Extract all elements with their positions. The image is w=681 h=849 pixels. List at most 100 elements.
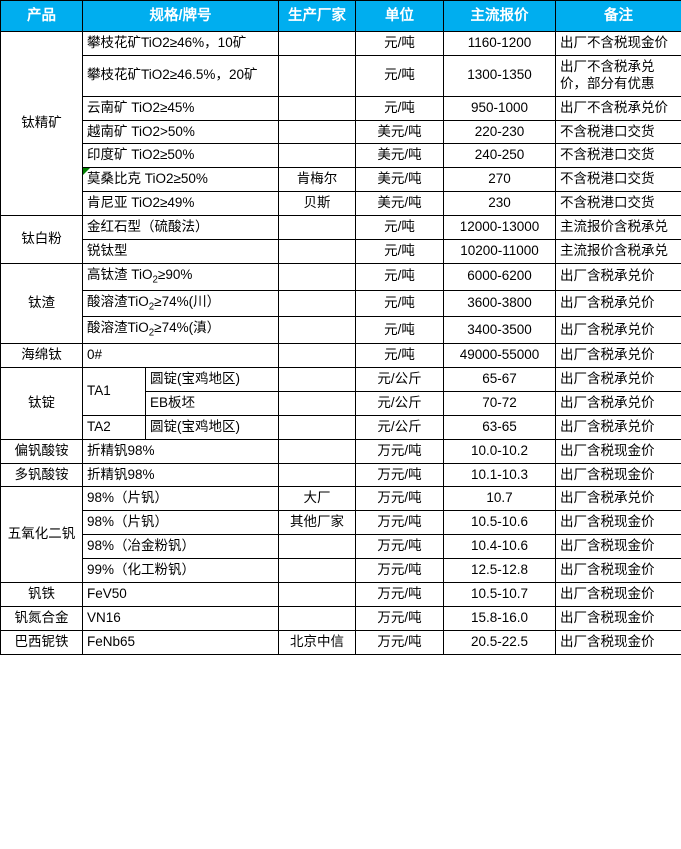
product-label-cell: 钛白粉 <box>0 215 83 264</box>
column-header-remark: 备注 <box>555 0 681 32</box>
remark-cell: 出厂含税承兑价 <box>555 390 681 416</box>
table-row: 钛精矿 攀枝花矿TiO2≥46%，10矿 元/吨 1160-1200 出厂不含税现金价 <box>0 31 681 216</box>
table-row: 巴西铌铁 FeNb65 北京中信 万元/吨 20.5-22.5 出厂含税现金价 <box>0 629 681 655</box>
unit-cell: 元/公斤 <box>355 367 444 392</box>
grade-cell: VN16 <box>82 605 279 631</box>
manufacturer-cell <box>278 558 356 583</box>
manufacturer-cell <box>278 605 356 631</box>
price-cell: 1160-1200 <box>443 31 556 56</box>
remark-cell: 出厂含税承兑价 <box>555 486 681 512</box>
table-row: 肯尼亚 TiO2≥49% 贝斯 美元/吨 230 不含税港口交货 <box>1 191 681 216</box>
remark-cell: 出厂不含税现金价 <box>555 31 681 56</box>
remark-cell: 出厂含税现金价 <box>555 605 681 631</box>
price-cell: 63-65 <box>443 414 556 440</box>
grade-cell: 折精钒98% <box>82 438 279 464</box>
manufacturer-cell <box>278 238 356 264</box>
unit-cell: 元/吨 <box>355 215 444 240</box>
manufacturer-cell <box>278 316 356 345</box>
price-cell: 10.5-10.7 <box>443 581 556 607</box>
grade-cell: 高钛渣 TiO2≥90% <box>82 262 279 291</box>
price-cell: 70-72 <box>443 390 556 416</box>
table-body: 钛精矿 攀枝花矿TiO2≥46%，10矿 元/吨 1160-1200 出厂不含税现金价攀… <box>0 31 681 655</box>
column-header-manufacturer: 生产厂家 <box>278 0 356 32</box>
manufacturer-cell <box>278 95 356 121</box>
table-row: 钒氮合金 VN16 万元/吨 15.8-16.0 出厂含税现金价 <box>0 605 681 631</box>
table-row: 越南矿 TiO2>50% 美元/吨 220-230 不含税港口交货 <box>1 119 681 145</box>
price-cell: 230 <box>443 191 556 216</box>
product-label-cell: 巴西铌铁 <box>0 629 83 655</box>
unit-cell: 元/吨 <box>355 95 444 121</box>
remark-cell: 出厂含税承兑价 <box>555 262 681 291</box>
price-cell: 12.5-12.8 <box>443 558 556 583</box>
unit-cell: 万元/吨 <box>355 510 444 536</box>
price-cell: 3400-3500 <box>443 316 556 345</box>
grade-cell: 金红石型（硫酸法） <box>82 215 279 240</box>
price-cell: 950-1000 <box>443 95 556 121</box>
manufacturer-cell: 其他厂家 <box>278 510 356 536</box>
grade-cell: 云南矿 TiO2≥45% <box>82 95 279 121</box>
subgrade-label-cell: TA1 <box>82 367 146 416</box>
column-header-grade: 规格/牌号 <box>82 0 279 32</box>
remark-cell: 出厂含税现金价 <box>555 581 681 607</box>
table-row: 五氧化二钒 98%（片钒） 大厂 万元/吨 10.7 出厂含税承兑价 <box>0 486 681 583</box>
remark-cell: 主流报价含税承兑 <box>555 215 681 240</box>
unit-cell: 元/公斤 <box>355 390 444 416</box>
table-row: 莫桑比克 TiO2≥50% 肯梅尔 美元/吨 270 不含税港口交货 <box>1 167 681 193</box>
remark-cell: 主流报价含税承兑 <box>555 238 681 264</box>
unit-cell: 美元/吨 <box>355 191 444 216</box>
manufacturer-cell <box>278 534 356 560</box>
remark-cell: 出厂含税现金价 <box>555 438 681 464</box>
manufacturer-cell <box>278 343 356 369</box>
product-label-cell: 钛渣 <box>0 262 83 345</box>
product-label-cell: 钒铁 <box>0 581 83 607</box>
remark-cell: 出厂含税现金价 <box>555 558 681 583</box>
unit-cell: 万元/吨 <box>355 581 444 607</box>
grade-cell: 印度矿 TiO2≥50% <box>82 143 279 169</box>
grade-cell: FeNb65 <box>82 629 279 655</box>
remark-cell: 出厂含税承兑价 <box>555 414 681 440</box>
remark-cell: 出厂含税现金价 <box>555 629 681 655</box>
price-cell: 3600-3800 <box>443 289 556 318</box>
manufacturer-cell <box>278 289 356 318</box>
unit-cell: 万元/吨 <box>355 462 444 488</box>
grade-cell: 98%（冶金粉钒） <box>82 534 279 560</box>
grade-cell: 锐钛型 <box>82 238 279 264</box>
remark-cell: 出厂不含税承兑价 <box>555 95 681 121</box>
unit-cell: 元/公斤 <box>355 414 444 440</box>
price-cell: 49000-55000 <box>443 343 556 369</box>
grade-cell: 99%（化工粉钒） <box>82 558 279 583</box>
grade-cell: 折精钒98% <box>82 462 279 488</box>
price-cell: 10.1-10.3 <box>443 462 556 488</box>
table-row: 98%（冶金粉钒） 万元/吨 10.4-10.6 出厂含税现金价 <box>1 534 681 560</box>
column-header-product: 产品 <box>0 0 83 32</box>
manufacturer-cell <box>278 581 356 607</box>
grade-cell: 酸溶渣TiO2≥74%(川） <box>82 289 279 318</box>
remark-cell: 出厂不含税承兑价，部分有优惠 <box>555 54 681 97</box>
manufacturer-cell <box>278 414 356 440</box>
remark-cell: 出厂含税现金价 <box>555 462 681 488</box>
product-label-cell: 偏钒酸铵 <box>0 438 83 464</box>
price-cell: 6000-6200 <box>443 262 556 291</box>
unit-cell: 元/吨 <box>355 316 444 345</box>
remark-cell: 出厂含税承兑价 <box>555 343 681 369</box>
remark-cell: 不含税港口交货 <box>555 191 681 216</box>
price-table: 产品 规格/牌号 生产厂家 单位 主流报价 备注 钛精矿 攀枝花矿TiO2≥46%… <box>0 0 681 655</box>
price-cell: 10.7 <box>443 486 556 512</box>
manufacturer-cell <box>278 390 356 416</box>
unit-cell: 万元/吨 <box>355 629 444 655</box>
manufacturer-cell <box>278 31 356 56</box>
unit-cell: 元/吨 <box>355 289 444 318</box>
unit-cell: 美元/吨 <box>355 119 444 145</box>
manufacturer-cell: 肯梅尔 <box>278 167 356 193</box>
table-row: 98%（片钒） 其他厂家 万元/吨 10.5-10.6 出厂含税现金价 <box>1 510 681 536</box>
header-row: 产品 规格/牌号 生产厂家 单位 主流报价 备注 <box>0 0 681 32</box>
unit-cell: 万元/吨 <box>355 486 444 512</box>
table-row: 钒铁 FeV50 万元/吨 10.5-10.7 出厂含税现金价 <box>0 581 681 607</box>
price-cell: 15.8-16.0 <box>443 605 556 631</box>
table-row: 钛锭 TA1 圆锭(宝鸡地区) 元/公斤 65-67 出厂含税承兑价 <box>0 367 681 440</box>
grade-cell: 圆锭(宝鸡地区) <box>145 367 279 392</box>
manufacturer-cell: 大厂 <box>278 486 356 512</box>
remark-cell: 出厂含税承兑价 <box>555 289 681 318</box>
remark-cell: 不含税港口交货 <box>555 167 681 193</box>
remark-cell: 不含税港口交货 <box>555 143 681 169</box>
